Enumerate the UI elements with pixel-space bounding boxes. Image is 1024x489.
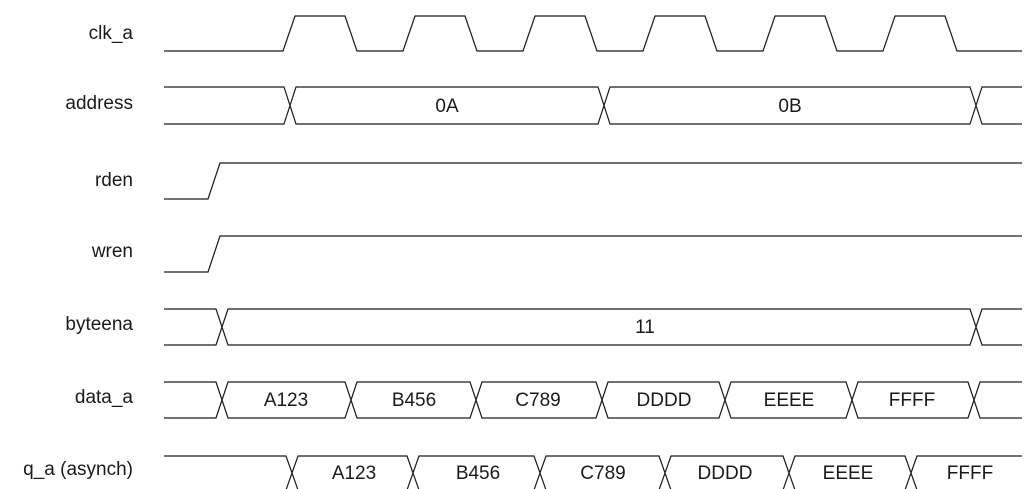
data-a-value-a123: A123 [264,390,308,411]
data-a-value-c789: C789 [515,390,560,411]
q-a-value-dddd: DDDD [698,463,753,484]
q-a-waveform [164,455,1022,489]
q-a-value-ffff: FFFF [947,463,993,484]
signal-label-rden: rden [95,170,133,191]
signal-label-clk-a: clk_a [89,23,134,44]
wren-waveform [164,235,1022,273]
signal-label-address: address [65,93,133,114]
signal-label-wren: wren [91,241,133,262]
signal-label-data-a: data_a [75,387,134,408]
address-value-0a: 0A [435,96,459,117]
data-a-value-eeee: EEEE [764,390,815,411]
q-a-value-c789: C789 [580,463,625,484]
q-a-value-a123: A123 [332,463,376,484]
data-a-value-b456: B456 [392,390,436,411]
signal-label-byteena: byteena [65,314,133,335]
q-a-value-b456: B456 [456,463,500,484]
data-a-waveform [164,381,1022,419]
data-a-value-ffff: FFFF [889,390,935,411]
address-value-0b: 0B [778,96,801,117]
clk-a-waveform [164,15,1022,52]
rden-waveform [164,162,1022,200]
q-a-value-eeee: EEEE [823,463,874,484]
byteena-waveform [164,308,1022,346]
data-a-value-dddd: DDDD [637,390,692,411]
address-waveform [164,86,1022,125]
byteena-value-11: 11 [635,317,655,338]
signal-label-q-a: q_a (asynch) [23,459,133,480]
